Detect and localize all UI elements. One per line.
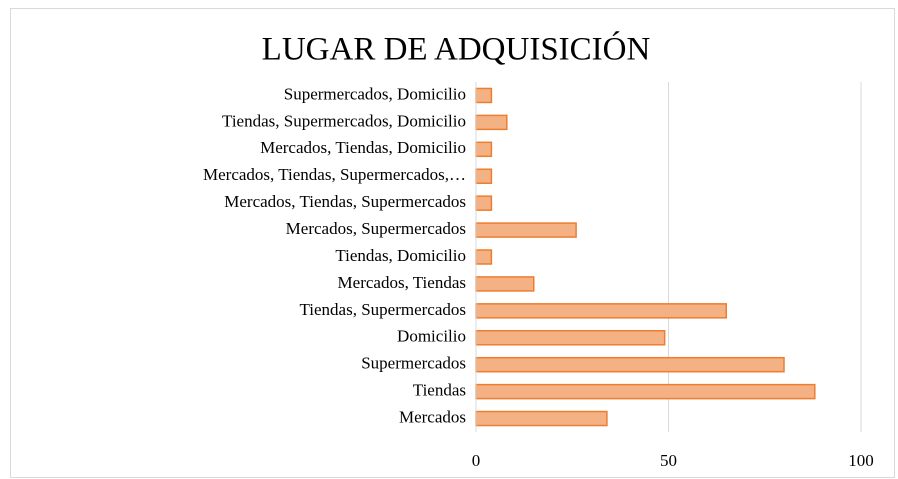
bar bbox=[475, 410, 608, 427]
bar bbox=[475, 383, 816, 400]
y-tick-label: Mercados, Tiendas, Supermercados bbox=[224, 192, 466, 211]
bar bbox=[475, 168, 493, 184]
y-tick-label: Supermercados, Domicilio bbox=[284, 84, 466, 103]
x-tick-label: 0 bbox=[472, 451, 481, 470]
x-tick-label: 100 bbox=[848, 451, 874, 470]
y-tick-label: Mercados, Supermercados bbox=[286, 219, 466, 238]
y-tick-label: Mercados, Tiendas, Supermercados,… bbox=[203, 165, 466, 184]
bar bbox=[475, 356, 785, 373]
y-tick-label: Tiendas, Domicilio bbox=[335, 246, 466, 265]
y-tick-label: Domicilio bbox=[397, 327, 466, 346]
bar bbox=[475, 195, 493, 211]
y-tick-label: Mercados, Tiendas, Domicilio bbox=[260, 138, 466, 157]
x-tick-label: 50 bbox=[660, 451, 677, 470]
chart-title: LUGAR DE ADQUISICIÓN bbox=[262, 30, 651, 68]
bar bbox=[475, 303, 727, 319]
bar bbox=[475, 330, 666, 346]
y-tick-label: Tiendas, Supermercados, Domicilio bbox=[222, 111, 466, 130]
bar bbox=[475, 222, 577, 238]
bar bbox=[475, 141, 493, 158]
bar bbox=[475, 276, 535, 292]
bar bbox=[475, 87, 493, 104]
y-tick-label: Mercados bbox=[399, 407, 466, 426]
bar bbox=[475, 114, 508, 131]
bar bbox=[475, 249, 493, 265]
y-tick-label: Supermercados bbox=[361, 354, 466, 373]
y-tick-label: Tiendas, Supermercados bbox=[299, 300, 466, 319]
y-tick-label: Tiendas bbox=[413, 381, 466, 400]
y-tick-label: Mercados, Tiendas bbox=[338, 273, 466, 292]
